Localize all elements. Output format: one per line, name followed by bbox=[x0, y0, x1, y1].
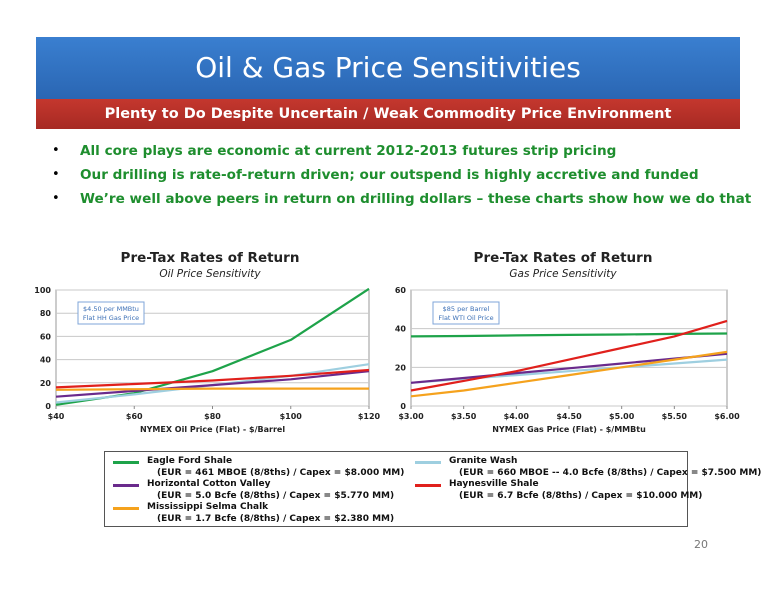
x-tick-label: $4.00 bbox=[504, 412, 530, 421]
legend-detail: (EUR = 5.0 Bcfe (8/8ths) / Capex = $5.77… bbox=[157, 491, 395, 501]
legend-label: Granite Wash bbox=[449, 456, 518, 466]
legend-label: Mississippi Selma Chalk bbox=[147, 502, 269, 512]
oil-chart-subtitle: Oil Price Sensitivity bbox=[159, 268, 261, 280]
legend-label: Haynesville Shale bbox=[449, 479, 539, 489]
y-tick-label: 0 bbox=[400, 402, 406, 411]
x-axis-label: NYMEX Oil Price (Flat) - $/Barrel bbox=[140, 425, 285, 434]
series-line bbox=[410, 319, 728, 392]
annotation-text: Flat WTI Oil Price bbox=[438, 314, 493, 322]
bullet-glyph: • bbox=[52, 167, 60, 182]
series-line bbox=[55, 387, 369, 391]
legend-label: Eagle Ford Shale bbox=[147, 456, 233, 466]
legend-detail: (EUR = 660 MBOE -- 4.0 Bcfe (8/8ths) / C… bbox=[459, 468, 762, 478]
y-tick-label: 20 bbox=[395, 363, 407, 372]
legend-swatch bbox=[113, 507, 139, 510]
bullet-item: • All core plays are economic at current … bbox=[48, 139, 760, 163]
x-tick-label: $60 bbox=[126, 412, 143, 421]
y-tick-label: 100 bbox=[34, 286, 51, 295]
x-tick-label: $6.00 bbox=[714, 412, 740, 421]
series-line bbox=[410, 350, 728, 398]
y-tick-label: 60 bbox=[395, 286, 407, 295]
series-line bbox=[55, 370, 370, 398]
y-tick-label: 60 bbox=[40, 332, 52, 341]
chart-legend: Eagle Ford Shale (EUR = 461 MBOE (8/8ths… bbox=[104, 451, 761, 527]
x-tick-label: $100 bbox=[280, 412, 303, 421]
oil-chart-heading: Pre-Tax Rates of Return Oil Price Sensit… bbox=[110, 250, 310, 281]
annotation-text: $85 per Barrel bbox=[443, 305, 490, 313]
series-line bbox=[410, 332, 728, 338]
bullet-text: Our drilling is rate-of-return driven; o… bbox=[80, 167, 699, 183]
legend-swatch bbox=[113, 484, 139, 487]
bullet-text: All core plays are economic at current 2… bbox=[80, 143, 617, 159]
slide-subtitle: Plenty to Do Despite Uncertain / Weak Co… bbox=[36, 99, 740, 129]
oil-price-chart: 0 20 40 60 80 100 $40 $60 $80 $100 $120 NYMEX Oil P… bbox=[34, 286, 381, 434]
annotation-box bbox=[432, 301, 500, 325]
bullet-item: • Our drilling is rate-of-return driven; … bbox=[48, 163, 760, 187]
series-line bbox=[55, 368, 370, 389]
gas-chart-title: Pre-Tax Rates of Return bbox=[473, 250, 653, 266]
x-tick-label: $40 bbox=[48, 412, 65, 421]
bullet-glyph: • bbox=[52, 143, 60, 158]
x-tick-label: $120 bbox=[358, 412, 381, 421]
legend-swatch bbox=[113, 461, 139, 464]
legend-label: Horizontal Cotton Valley bbox=[147, 479, 271, 489]
x-tick-label: $4.50 bbox=[556, 412, 582, 421]
x-tick-label: $5.50 bbox=[662, 412, 688, 421]
y-tick-label: 80 bbox=[40, 309, 52, 318]
x-tick-label: $3.50 bbox=[451, 412, 477, 421]
annotation-text: $4.50 per MMBtu bbox=[83, 305, 139, 313]
annotation-text: Flat HH Gas Price bbox=[83, 314, 139, 322]
gas-chart-subtitle: Gas Price Sensitivity bbox=[509, 268, 617, 280]
gas-chart-heading: Pre-Tax Rates of Return Gas Price Sensit… bbox=[463, 250, 663, 281]
legend-swatch bbox=[415, 484, 441, 487]
y-tick-label: 40 bbox=[40, 356, 52, 365]
page-number: 20 bbox=[694, 538, 708, 551]
bullet-list: • All core plays are economic at current … bbox=[48, 139, 760, 211]
x-tick-label: $80 bbox=[204, 412, 221, 421]
y-tick-label: 20 bbox=[40, 379, 52, 388]
y-tick-label: 0 bbox=[45, 402, 51, 411]
legend-swatch bbox=[415, 461, 441, 464]
slide-title: Oil & Gas Price Sensitivities bbox=[36, 37, 740, 99]
annotation-box bbox=[77, 301, 145, 325]
y-tick-label: 40 bbox=[395, 325, 407, 334]
legend-detail: (EUR = 6.7 Bcfe (8/8ths) / Capex = $10.0… bbox=[459, 491, 703, 501]
bullet-item: • We’re well above peers in return on dri… bbox=[48, 187, 760, 211]
x-tick-label: $5.00 bbox=[609, 412, 635, 421]
bullet-glyph: • bbox=[52, 191, 60, 206]
x-axis-label: NYMEX Gas Price (Flat) - $/MMBtu bbox=[492, 425, 646, 434]
oil-chart-title: Pre-Tax Rates of Return bbox=[120, 250, 300, 266]
gas-price-chart: 0 20 40 60 $3.00 $3.50 $4.00 $4.50 $5.00 $5.50 $6.… bbox=[395, 286, 740, 434]
x-tick-label: $3.00 bbox=[398, 412, 424, 421]
legend-detail: (EUR = 1.7 Bcfe (8/8ths) / Capex = $2.38… bbox=[157, 514, 395, 524]
legend-detail: (EUR = 461 MBOE (8/8ths) / Capex = $8.00… bbox=[157, 468, 405, 478]
bullet-text: We’re well above peers in return on dril… bbox=[80, 191, 752, 207]
